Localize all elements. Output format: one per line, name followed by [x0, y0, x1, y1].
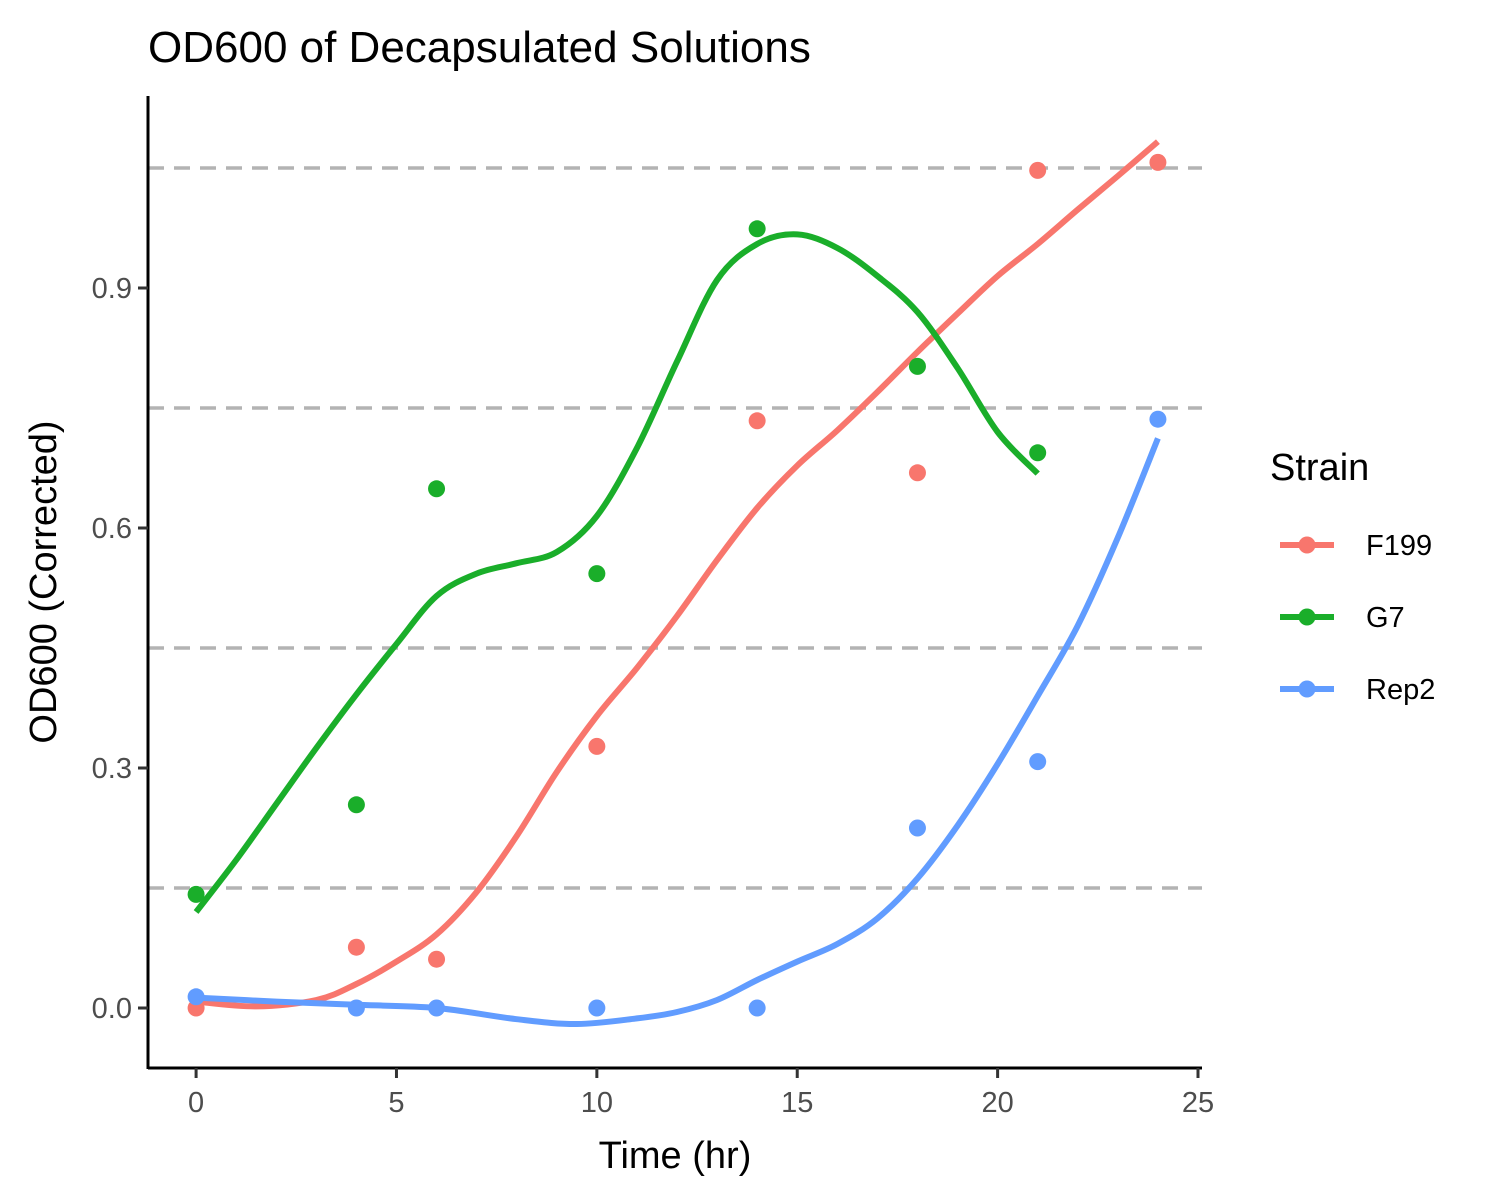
point-f199-6: [1029, 161, 1047, 179]
point-f199-4: [748, 412, 766, 430]
y-axis-title: OD600 (Corrected): [23, 420, 65, 743]
x-ticks: 0 5 10 15 20 25: [188, 1068, 1214, 1119]
y-tick-label-3: 0.9: [92, 273, 132, 305]
x-axis-title: Time (hr): [599, 1135, 752, 1177]
point-f199-1: [347, 938, 365, 956]
legend-key-point-f199: [1298, 536, 1316, 554]
point-f199-2: [428, 950, 446, 968]
smooth-line-rep2: [195, 437, 1161, 1028]
smooth-line-f199: [195, 139, 1160, 1010]
point-rep2-3: [588, 999, 606, 1017]
point-rep2-6: [1029, 753, 1047, 771]
y-ticks: 0.0 0.3 0.6 0.9: [92, 273, 148, 1025]
point-g7-0: [187, 885, 205, 903]
point-rep2-2: [428, 999, 446, 1017]
point-rep2-1: [347, 999, 365, 1017]
legend-label-g7: G7: [1366, 602, 1405, 634]
point-g7-2: [428, 480, 446, 498]
chart-title: OD600 of Decapsulated Solutions: [148, 23, 811, 72]
point-g7-6: [1029, 444, 1047, 462]
point-rep2-4: [748, 999, 766, 1017]
point-g7-1: [347, 796, 365, 814]
point-rep2-0: [187, 988, 205, 1006]
y-tick-label-1: 0.3: [92, 753, 132, 785]
y-tick-label-2: 0.6: [92, 513, 132, 545]
x-tick-label-10: 10: [581, 1087, 613, 1119]
smooth-lines: [193, 139, 1161, 1028]
data-points: [187, 153, 1167, 1017]
point-f199-5: [908, 464, 926, 482]
legend-items: F199 G7 Rep2: [1280, 530, 1435, 706]
point-f199-7: [1149, 153, 1167, 171]
legend-label-rep2: Rep2: [1366, 674, 1435, 706]
point-g7-4: [748, 220, 766, 238]
point-f199-3: [588, 737, 606, 755]
y-tick-label-0: 0.0: [92, 993, 132, 1025]
x-tick-label-25: 25: [1182, 1087, 1214, 1119]
legend-key-point-rep2: [1298, 680, 1316, 698]
x-tick-label-0: 0: [188, 1087, 204, 1119]
point-g7-5: [908, 357, 926, 375]
x-tick-label-15: 15: [781, 1087, 813, 1119]
point-rep2-5: [908, 819, 926, 837]
smooth-line-g7: [193, 231, 1040, 914]
point-g7-3: [588, 565, 606, 583]
reference-lines: [148, 166, 1202, 890]
point-rep2-7: [1149, 410, 1167, 428]
x-tick-label-20: 20: [981, 1087, 1013, 1119]
legend: Strain F199 G7 Rep2: [1270, 447, 1435, 706]
legend-label-f199: F199: [1366, 530, 1432, 562]
x-tick-label-5: 5: [388, 1087, 404, 1119]
legend-title: Strain: [1270, 447, 1369, 489]
legend-key-point-g7: [1298, 608, 1316, 626]
axes: [146, 96, 1202, 1070]
